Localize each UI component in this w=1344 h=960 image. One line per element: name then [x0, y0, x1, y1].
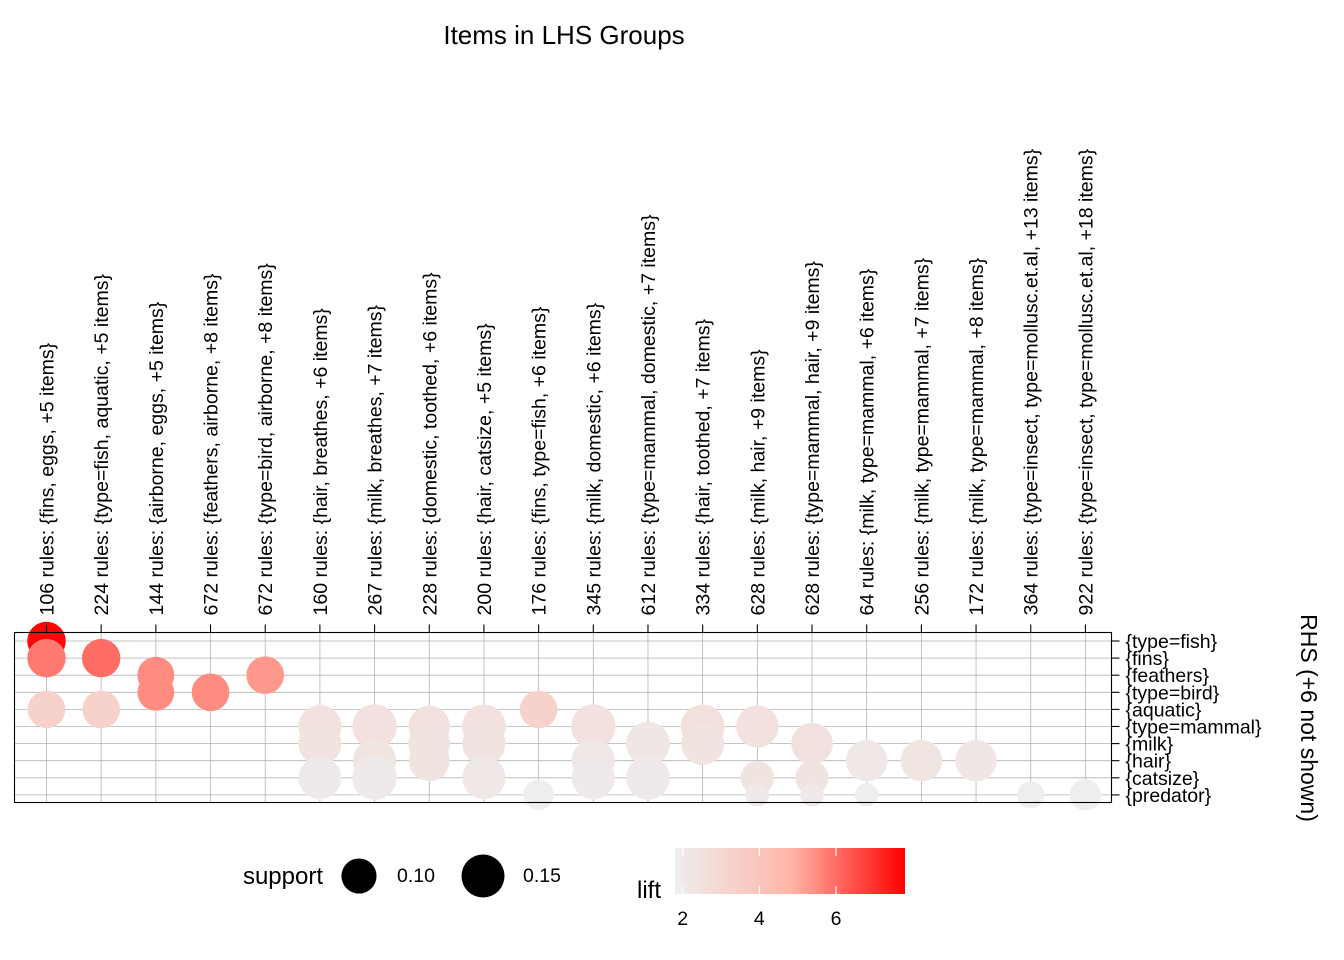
data-point [298, 722, 342, 766]
support-legend-title: support [243, 863, 323, 890]
column-label: 160 rules: {hair, breathes, +6 items} [310, 308, 332, 616]
data-point [137, 673, 175, 711]
lift-tick-label: 2 [677, 908, 688, 930]
plot-panel [13, 631, 1113, 804]
data-point [1069, 779, 1102, 811]
data-point [845, 739, 888, 782]
data-point [955, 739, 997, 782]
column-label: 672 rules: {type=bird, airborne, +8 item… [255, 263, 277, 616]
support-legend-label: 0.10 [397, 865, 435, 887]
data-point [462, 756, 506, 800]
data-point [352, 704, 397, 749]
data-point [408, 740, 450, 782]
support-legend-key [461, 854, 505, 898]
data-point [298, 756, 342, 800]
column-label: 334 rules: {hair, toothed, +7 items} [693, 319, 715, 616]
row-label: {feathers} [1126, 665, 1210, 687]
data-point [1017, 781, 1045, 809]
chart-title: Items in LHS Groups [443, 20, 684, 50]
data-point [854, 783, 879, 807]
column-label: 364 rules: {type=insect, type=mollusc.et… [1021, 148, 1043, 615]
data-point [519, 690, 558, 729]
column-label: 228 rules: {domestic, toothed, +6 items} [419, 272, 441, 616]
row-label: {type=fish} [1126, 631, 1218, 653]
lift-tick-label: 4 [754, 908, 765, 930]
data-point [745, 783, 770, 807]
data-point [191, 673, 230, 712]
data-point [523, 779, 554, 811]
column-label: 628 rules: {type=mammal, hair, +9 items} [802, 261, 824, 616]
lift-tick-label: 6 [831, 908, 842, 930]
row-label: {fins} [1126, 648, 1170, 670]
right-axis-title: RHS (+6 not shown) [1296, 614, 1322, 822]
data-points [27, 621, 1102, 811]
data-point [740, 761, 774, 795]
row-label: {aquatic} [1126, 699, 1202, 721]
data-point [462, 722, 506, 766]
data-point [736, 705, 779, 748]
column-labels: 106 rules: {fins, eggs, +5 items} 224 rul… [37, 148, 1098, 615]
top-axis-ticks [45, 624, 1086, 633]
data-point [27, 638, 66, 678]
data-point [795, 761, 829, 795]
column-label: 345 rules: {milk, domestic, +6 items} [583, 302, 605, 615]
column-label: 224 rules: {type=fish, aquatic, +5 items… [91, 274, 113, 616]
data-point [571, 756, 615, 800]
right-axis-ticks [1111, 640, 1120, 796]
data-point [900, 739, 943, 782]
data-point [626, 721, 670, 766]
column-label: 672 rules: {feathers, airborne, +8 items… [201, 273, 223, 615]
data-point [800, 783, 824, 807]
data-point [571, 704, 616, 749]
data-point [246, 656, 285, 695]
data-point [352, 755, 397, 801]
data-point [681, 722, 725, 766]
grid-lines [14, 632, 1112, 803]
data-point [626, 755, 670, 800]
data-point [82, 690, 121, 729]
column-label: 256 rules: {milk, type=mammal, +7 items} [911, 257, 933, 615]
row-label: {type=bird} [1126, 682, 1220, 704]
column-label: 144 rules: {airborne, eggs, +5 items} [146, 301, 168, 615]
column-label: 106 rules: {fins, eggs, +5 items} [37, 342, 59, 615]
column-label: 172 rules: {milk, type=mammal, +8 items} [966, 257, 988, 615]
column-label: 200 rules: {hair, catsize, +5 items} [474, 323, 496, 616]
row-labels: {type=fish}{fins}{feathers}{type=bird}{a… [1126, 631, 1263, 807]
row-label: {predator} [1126, 785, 1212, 807]
column-label: 628 rules: {milk, hair, +9 items} [747, 349, 769, 616]
column-label: 267 rules: {milk, breathes, +7 items} [365, 304, 387, 615]
row-label: {hair} [1126, 751, 1172, 773]
data-point [81, 638, 121, 678]
lift-legend-title: lift [637, 877, 661, 904]
data-point [27, 690, 66, 729]
data-point [791, 722, 833, 765]
row-label: {type=mammal} [1126, 717, 1263, 739]
lift-legend: lift 2 4 6 [637, 848, 905, 930]
support-legend: support 0.10 0.15 [243, 854, 561, 898]
lift-colorbar [675, 848, 905, 894]
column-label: 64 rules: {milk, type=mammal, +6 items} [857, 268, 879, 615]
column-label: 922 rules: {type=insect, type=mollusc.et… [1075, 148, 1097, 615]
row-label: {catsize} [1126, 768, 1200, 790]
column-label: 176 rules: {fins, type=fish, +6 items} [529, 306, 551, 615]
row-label: {milk} [1126, 734, 1174, 756]
support-legend-label: 0.15 [523, 865, 561, 887]
support-legend-key [341, 858, 377, 894]
column-label: 612 rules: {type=mammal, domestic, +7 it… [638, 214, 660, 616]
